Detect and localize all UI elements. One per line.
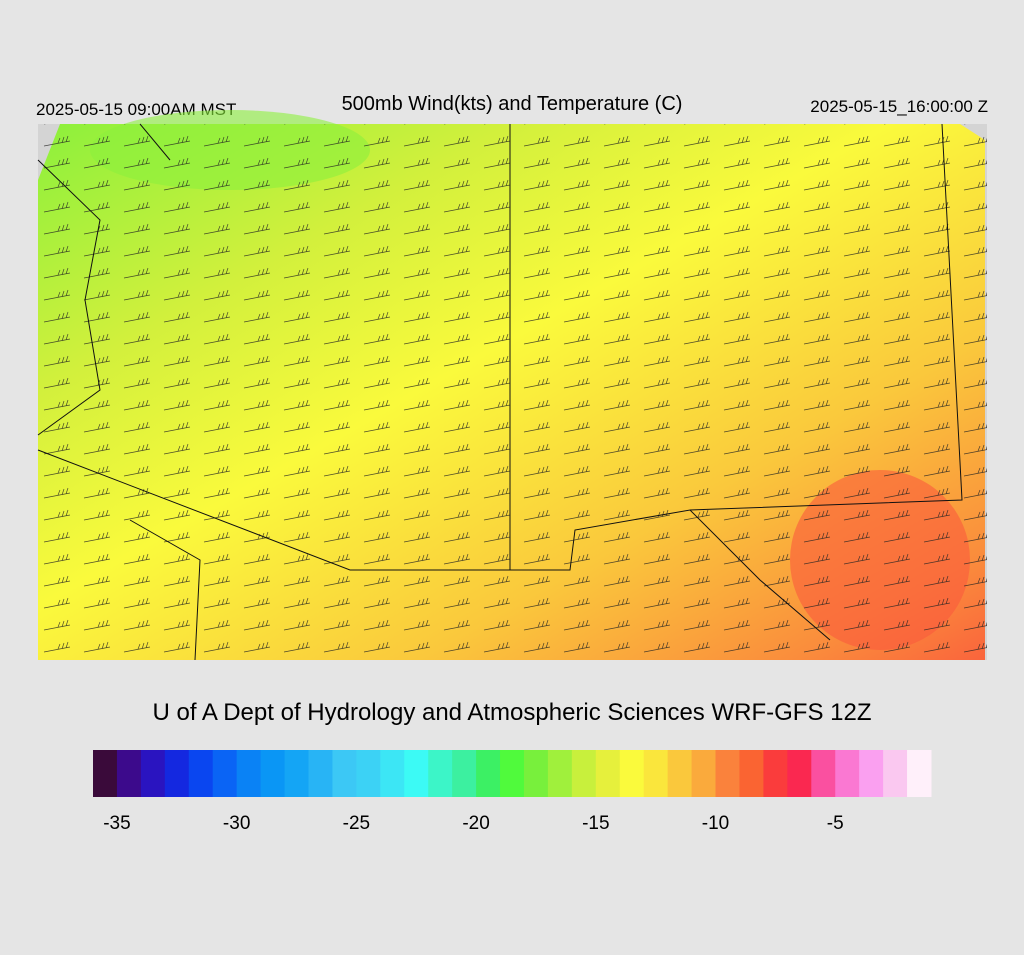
colorbar-swatch xyxy=(715,750,740,797)
colorbar-swatch xyxy=(883,750,908,797)
colorbar-swatch xyxy=(236,750,262,797)
colorbar-swatch xyxy=(811,750,836,797)
credit: U of A Dept of Hydrology and Atmospheric… xyxy=(153,699,872,726)
colorbar-swatch xyxy=(428,750,453,797)
colorbar-swatch xyxy=(164,750,190,797)
map-title: 500mb Wind(kts) and Temperature (C) xyxy=(342,93,683,115)
colorbar-swatch xyxy=(308,750,333,797)
colorbar-swatch xyxy=(619,750,645,797)
colorbar-swatch xyxy=(500,750,525,797)
colorbar-swatch xyxy=(332,750,357,797)
colorbar-swatch xyxy=(188,750,214,797)
colorbar-swatch xyxy=(787,750,812,797)
colorbar-tick-label: -25 xyxy=(343,813,370,834)
colorbar-swatch xyxy=(404,750,429,797)
colorbar-swatch xyxy=(284,750,309,797)
colorbar-swatch xyxy=(140,750,166,797)
colorbar-swatch xyxy=(571,750,597,797)
colorbar-swatch xyxy=(260,750,286,797)
colorbar-swatch xyxy=(643,750,669,797)
colorbar: -35 -30 -25 -20 -15 -10 -5 xyxy=(93,750,932,834)
colorbar-swatch xyxy=(523,750,549,797)
colorbar-swatch xyxy=(691,750,717,797)
colorbar-swatch xyxy=(739,750,764,797)
colorbar-swatch xyxy=(212,750,238,797)
colorbar-swatch xyxy=(763,750,788,797)
colorbar-tick-label: -10 xyxy=(702,813,729,834)
colorbar-swatch xyxy=(380,750,405,797)
map xyxy=(37,110,987,661)
valid-utc: 2025-05-15_16:00:00 Z xyxy=(810,97,988,116)
colorbar-swatch xyxy=(595,750,621,797)
colorbar-tick-label: -5 xyxy=(827,813,844,834)
colorbar-tick-label: -15 xyxy=(582,813,609,834)
colorbar-swatch xyxy=(476,750,501,797)
colorbar-swatch xyxy=(835,750,860,797)
colorbar-tick-label: -35 xyxy=(103,813,130,834)
colorbar-swatch xyxy=(859,750,884,797)
colorbar-swatch xyxy=(452,750,477,797)
colorbar-swatch xyxy=(116,750,142,797)
colorbar-tick-label: -30 xyxy=(223,813,250,834)
colorbar-swatch xyxy=(667,750,693,797)
colorbar-tick-label: -20 xyxy=(462,813,489,834)
colorbar-swatch xyxy=(356,750,381,797)
colorbar-swatch xyxy=(907,750,932,797)
colorbar-swatch xyxy=(547,750,573,797)
colorbar-swatch xyxy=(93,750,118,797)
